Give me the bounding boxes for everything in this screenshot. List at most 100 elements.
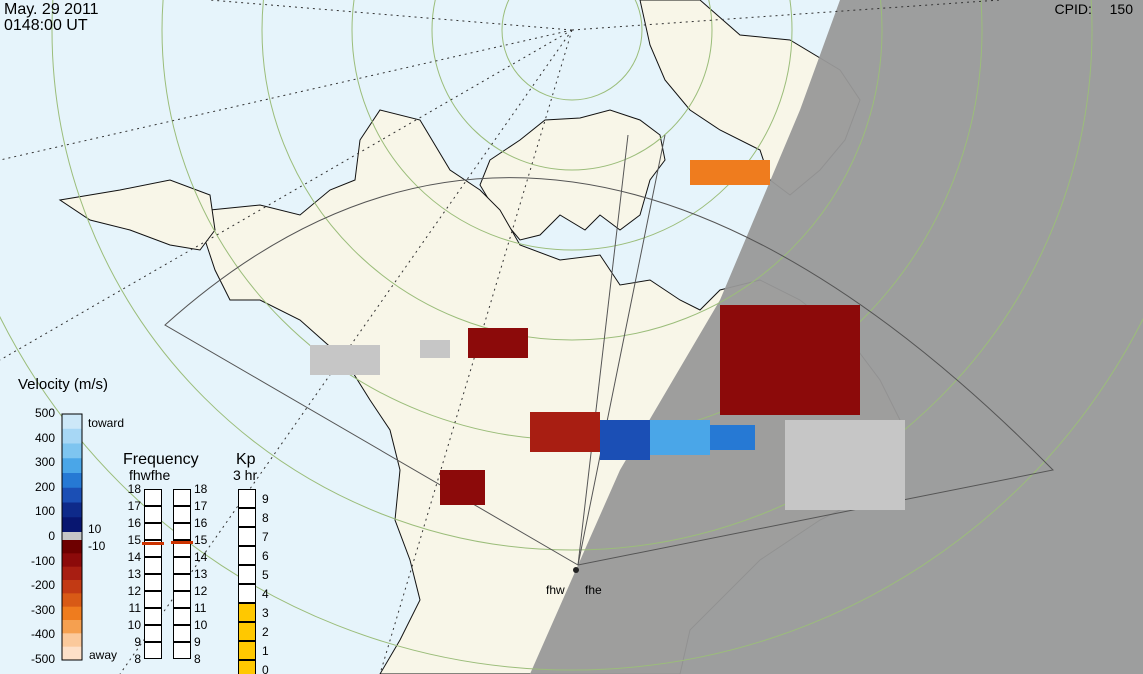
- radar-site-marker: [573, 567, 579, 573]
- frequency-legend-title: Frequency: [123, 451, 199, 468]
- kp-scale-cell: [238, 641, 256, 660]
- frequency-tick-right: 16: [194, 516, 208, 530]
- frequency-tick-right: 13: [194, 567, 208, 581]
- frequency-tick-left: 10: [127, 618, 141, 632]
- frequency-tick-left: 9: [134, 635, 141, 649]
- frequency-tick-left: 14: [127, 550, 141, 564]
- velocity-toward-swatch: [62, 428, 82, 444]
- velocity-tick-label: 0: [48, 529, 55, 543]
- cpid-readout: CPID: 150: [1055, 1, 1133, 17]
- kp-legend-title: Kp: [236, 451, 256, 468]
- velocity-toward-swatch: [62, 443, 82, 459]
- frequency-scale-cell: [144, 591, 162, 608]
- velocity-tick-label: -200: [30, 578, 55, 593]
- velocity-toward-swatch: [62, 502, 82, 518]
- velocity-toward-swatch: [62, 473, 82, 489]
- velocity-toward-label: toward: [88, 416, 125, 430]
- radar-label-fhe: fhe: [585, 583, 602, 597]
- map-date: May. 29 2011: [4, 1, 99, 18]
- frequency-radar-fhe: fhe: [150, 467, 171, 483]
- velocity-tick-label: 400: [34, 430, 55, 445]
- frequency-tick-right: 15: [194, 533, 208, 547]
- echo-cell: [420, 340, 450, 358]
- frequency-tick-right: 12: [194, 584, 208, 598]
- velocity-scale-frame: [61, 413, 83, 661]
- frequency-tick-right: 14: [194, 550, 208, 564]
- velocity-away-swatch: [62, 553, 82, 568]
- velocity-plus-label: 10: [88, 522, 102, 536]
- map-time: 0148:00 UT: [4, 17, 88, 34]
- velocity-toward-swatch: [62, 414, 82, 430]
- arctic-islands-land: [479, 109, 666, 241]
- cpid-value: 150: [1109, 1, 1133, 17]
- echo-cell: [710, 425, 755, 450]
- velocity-tick-label: -300: [30, 602, 55, 617]
- frequency-marker-fhe: [171, 540, 193, 544]
- frequency-tick-left: 8: [134, 652, 141, 666]
- velocity-minus-label: -10: [88, 539, 106, 553]
- velocity-away-swatch: [62, 566, 82, 581]
- velocity-away-label: away: [89, 648, 118, 662]
- kp-tick-label: 5: [262, 568, 269, 582]
- kp-tick-label: 0: [262, 663, 269, 674]
- kp-scale-cell: [238, 489, 256, 508]
- radar-label-fhw: fhw: [546, 583, 565, 597]
- kp-scale-cell: [238, 660, 256, 674]
- frequency-scale-cell: [144, 489, 162, 506]
- kp-scale-cell: [238, 527, 256, 546]
- velocity-toward-swatch: [62, 458, 82, 474]
- kp-tick-label: 1: [262, 644, 269, 658]
- velocity-toward-swatch: [62, 487, 82, 503]
- frequency-tick-right: 17: [194, 499, 208, 513]
- kp-scale-cell: [238, 565, 256, 584]
- frequency-scale-cell: [173, 506, 191, 523]
- velocity-away-swatch: [62, 646, 82, 661]
- echo-cell: [600, 420, 650, 460]
- frequency-tick-left: 11: [128, 601, 141, 615]
- velocity-ground-scatter-swatch: [62, 532, 82, 540]
- velocity-away-swatch: [62, 633, 82, 648]
- echo-cell: [310, 345, 380, 375]
- kp-legend-subtitle: 3 hr: [233, 467, 258, 483]
- velocity-tick-label: -100: [30, 553, 55, 568]
- echo-cell: [720, 305, 860, 415]
- frequency-tick-right: 10: [194, 618, 208, 632]
- frequency-tick-left: 13: [127, 567, 141, 581]
- frequency-scale-cell: [144, 574, 162, 591]
- frequency-tick-right: 11: [194, 601, 207, 615]
- frequency-scale-cell: [173, 557, 191, 574]
- frequency-legend-radars: fhwfhe: [129, 467, 170, 483]
- kp-tick-label: 6: [262, 549, 269, 563]
- frequency-tick-left: 15: [127, 533, 141, 547]
- kp-tick-label: 7: [262, 530, 269, 544]
- frequency-scale-cell: [144, 608, 162, 625]
- kp-tick-label: 3: [262, 606, 269, 620]
- echo-cell: [530, 412, 600, 452]
- frequency-scale-cell: [173, 625, 191, 642]
- frequency-scale-cell: [173, 642, 191, 659]
- cpid-label: CPID:: [1054, 1, 1092, 17]
- velocity-away-swatch: [62, 593, 82, 608]
- frequency-scale-cell: [173, 574, 191, 591]
- velocity-toward-swatch: [62, 517, 82, 533]
- velocity-tick-label: -500: [30, 652, 55, 666]
- echo-cell: [690, 160, 770, 185]
- kp-scale-cell: [238, 584, 256, 603]
- frequency-scale-cell: [173, 540, 191, 557]
- frequency-tick-right: 18: [194, 482, 208, 496]
- frequency-scale-cell: [173, 608, 191, 625]
- frequency-scale-cell: [144, 557, 162, 574]
- kp-tick-label: 2: [262, 625, 269, 639]
- frequency-scale-cell: [173, 489, 191, 506]
- kp-scale-cell: [238, 603, 256, 622]
- kp-tick-label: 4: [262, 587, 269, 601]
- kp-scale-cell: [238, 622, 256, 641]
- frequency-tick-left: 18: [127, 482, 141, 496]
- velocity-away-swatch: [62, 580, 82, 594]
- velocity-tick-label: 100: [34, 504, 55, 519]
- echo-cell: [468, 328, 528, 358]
- frequency-tick-left: 12: [127, 584, 141, 598]
- velocity-tick-label: 200: [34, 479, 55, 494]
